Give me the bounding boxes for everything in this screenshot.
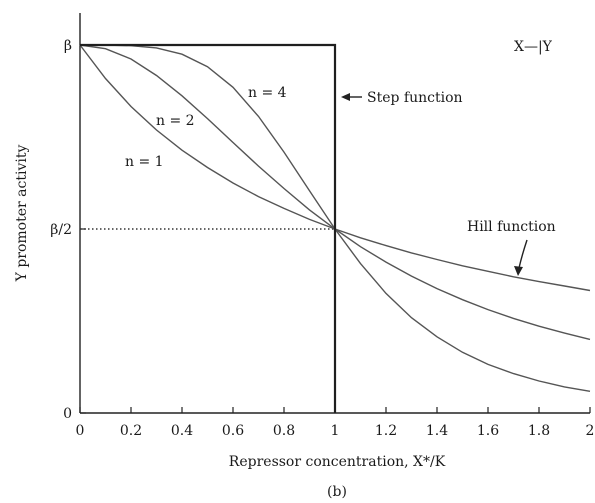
hill-function-arrowhead <box>514 266 523 276</box>
hill-function-label: Hill function <box>467 219 556 235</box>
x-tick-label-10: 2 <box>586 423 595 439</box>
x-tick-label-4: 0.8 <box>273 423 295 439</box>
y-tick-label-2: β <box>64 38 72 54</box>
repression-diagram-label: X—|Y <box>514 39 553 55</box>
y-tick-label-0: 0 <box>63 406 72 422</box>
x-tick-label-2: 0.4 <box>171 423 193 439</box>
hill-function-arrow <box>518 239 528 269</box>
x-tick-label-3: 0.6 <box>222 423 244 439</box>
x-tick-label-7: 1.4 <box>426 423 448 439</box>
hill-function-annotation: Hill function <box>467 219 556 276</box>
step-function-annotation: Step function <box>341 90 463 106</box>
y-axis-label: Y promoter activity <box>14 145 30 283</box>
x-tick-label-1: 0.2 <box>120 423 142 439</box>
x-tick-label-0: 0 <box>76 423 85 439</box>
x-tick-label-5: 1 <box>331 423 340 439</box>
step-function-arrowhead <box>341 93 350 101</box>
x-axis-ticks: 0 0.2 0.4 0.6 0.8 1 1.2 1.4 1.6 1.8 2 <box>76 407 595 439</box>
x-tick-label-9: 1.8 <box>528 423 550 439</box>
x-tick-label-8: 1.6 <box>477 423 499 439</box>
y-tick-label-1: β/2 <box>50 222 72 238</box>
step-function-line <box>80 43 337 413</box>
panel-label: (b) <box>327 484 347 500</box>
step-function-label: Step function <box>367 90 463 106</box>
x-tick-label-6: 1.2 <box>375 423 397 439</box>
label-n-1: n = 1 <box>125 154 164 170</box>
x-axis-label: Repressor concentration, X*/K <box>229 454 446 470</box>
label-n-4: n = 4 <box>248 85 287 101</box>
label-n-2: n = 2 <box>156 113 195 129</box>
